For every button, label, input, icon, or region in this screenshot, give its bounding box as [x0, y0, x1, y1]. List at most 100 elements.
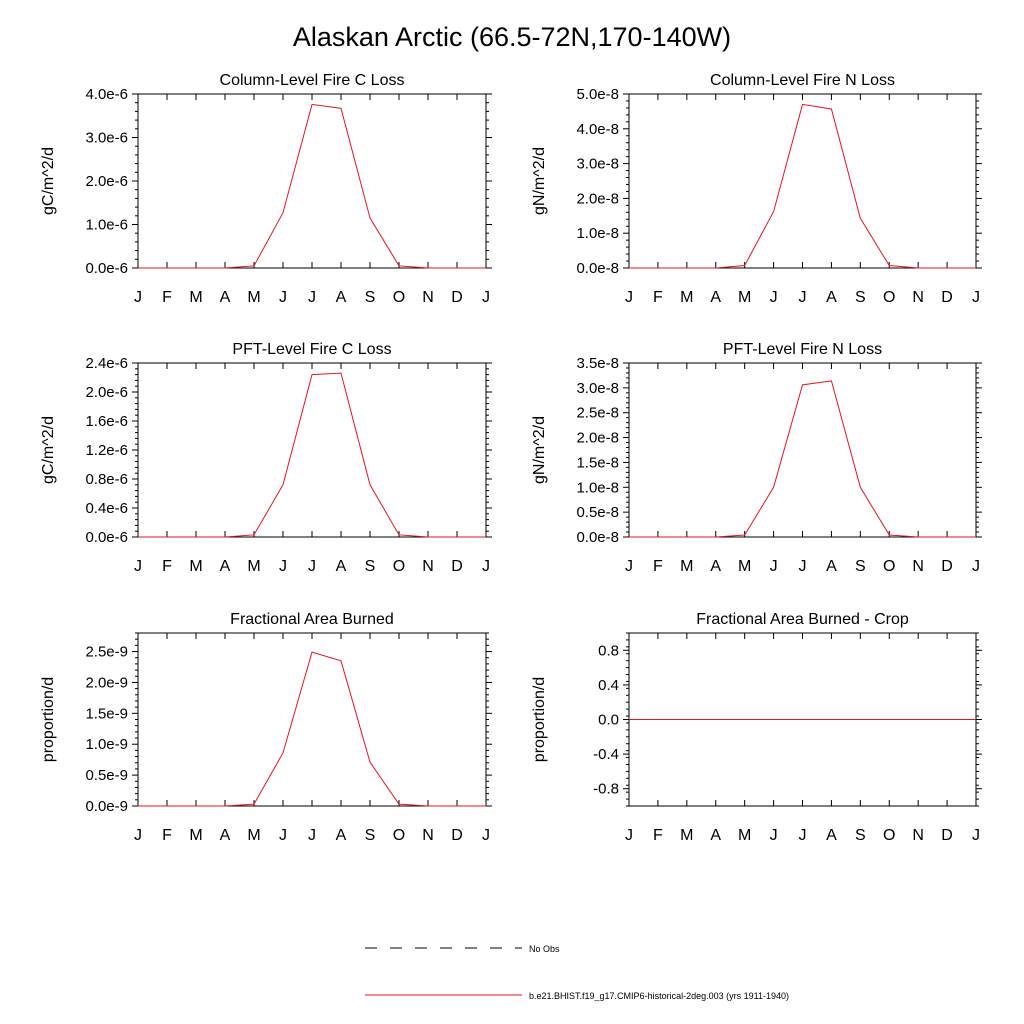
- y-tick-label: 0.0: [598, 712, 619, 729]
- x-tick-label: S: [365, 827, 376, 844]
- x-tick-label: J: [799, 827, 807, 844]
- x-tick-label: O: [883, 289, 895, 306]
- x-tick-label: J: [482, 289, 490, 306]
- y-tick-label: 2.0e-6: [85, 384, 128, 401]
- x-tick-label: N: [422, 289, 434, 306]
- x-tick-label: N: [422, 827, 434, 844]
- x-tick-label: F: [653, 827, 663, 844]
- y-tick-label: 2.0e-8: [576, 190, 619, 207]
- x-tick-label: M: [247, 827, 260, 844]
- y-tick-label: 1.0e-8: [576, 479, 619, 496]
- x-tick-label: A: [336, 827, 347, 844]
- x-tick-label: M: [189, 558, 202, 575]
- x-tick-label: S: [855, 827, 866, 844]
- y-axis-label: proportion/d: [40, 677, 57, 762]
- x-tick-label: S: [855, 289, 866, 306]
- x-tick-label: S: [855, 558, 866, 575]
- x-tick-label: J: [972, 289, 980, 306]
- chart-title: Column-Level Fire C Loss: [220, 72, 405, 89]
- y-tick-label: 1.2e-6: [85, 442, 128, 459]
- x-tick-label: D: [451, 827, 463, 844]
- y-tick-label: 1.0e-9: [85, 736, 128, 753]
- x-tick-label: J: [972, 558, 980, 575]
- y-tick-label: 1.5e-8: [576, 454, 619, 471]
- x-tick-label: J: [770, 558, 778, 575]
- legend-obs-label: No Obs: [529, 944, 560, 954]
- y-tick-label: 0.8: [598, 642, 619, 659]
- x-tick-label: A: [710, 827, 721, 844]
- y-tick-label: -0.4: [593, 746, 619, 763]
- plot-frame: [628, 362, 977, 538]
- x-tick-label: J: [279, 289, 287, 306]
- x-tick-label: M: [738, 827, 751, 844]
- x-tick-label: O: [883, 558, 895, 575]
- x-tick-label: M: [680, 827, 693, 844]
- x-tick-label: J: [625, 558, 633, 575]
- y-tick-label: 1.5e-9: [85, 705, 128, 722]
- x-tick-label: J: [625, 289, 633, 306]
- x-tick-label: A: [826, 558, 837, 575]
- page-title: Alaskan Arctic (66.5-72N,170-140W): [292, 22, 732, 52]
- x-tick-label: J: [482, 558, 490, 575]
- y-axis-label: gN/m^2/d: [531, 416, 548, 484]
- y-tick-label: 2.0e-9: [85, 674, 128, 691]
- x-tick-label: J: [134, 289, 142, 306]
- series-line-model: [629, 103, 976, 269]
- legend-model-label: b.e21.BHIST.f19_g17.CMIP6-historical-2de…: [529, 991, 789, 1001]
- chart-title: Column-Level Fire N Loss: [710, 72, 895, 89]
- x-tick-label: J: [482, 827, 490, 844]
- x-tick-label: O: [393, 289, 405, 306]
- x-tick-label: D: [941, 558, 953, 575]
- x-tick-label: N: [912, 827, 924, 844]
- x-tick-label: M: [738, 558, 751, 575]
- x-tick-label: A: [710, 558, 721, 575]
- x-tick-label: J: [799, 289, 807, 306]
- y-tick-label: -0.8: [593, 781, 619, 798]
- x-tick-label: J: [770, 827, 778, 844]
- y-tick-label: 0.4e-6: [85, 500, 128, 517]
- y-tick-label: 3.5e-8: [576, 355, 619, 372]
- x-tick-label: J: [308, 289, 316, 306]
- x-tick-label: J: [799, 558, 807, 575]
- x-tick-label: N: [912, 558, 924, 575]
- x-tick-label: F: [653, 289, 663, 306]
- y-axis-label: proportion/d: [531, 677, 548, 762]
- y-tick-label: 3.0e-8: [576, 156, 619, 173]
- x-tick-label: D: [451, 289, 463, 306]
- x-tick-label: A: [220, 558, 231, 575]
- x-tick-label: D: [941, 289, 953, 306]
- y-tick-label: 2.0e-6: [85, 173, 128, 190]
- series-line-model: [138, 372, 486, 538]
- x-tick-label: M: [189, 827, 202, 844]
- x-tick-label: J: [770, 289, 778, 306]
- x-tick-label: A: [336, 558, 347, 575]
- x-tick-label: N: [912, 289, 924, 306]
- series-line-model: [629, 380, 976, 538]
- x-tick-label: S: [365, 558, 376, 575]
- x-tick-label: M: [680, 289, 693, 306]
- x-tick-label: D: [451, 558, 463, 575]
- x-tick-label: D: [941, 827, 953, 844]
- y-tick-label: 0.5e-9: [85, 767, 128, 784]
- plot-frame: [628, 93, 977, 269]
- y-tick-label: 2.4e-6: [85, 355, 128, 372]
- x-tick-label: J: [625, 827, 633, 844]
- y-axis-label: gC/m^2/d: [40, 416, 57, 484]
- chart-title: PFT-Level Fire N Loss: [723, 341, 882, 358]
- y-tick-label: 2.0e-8: [576, 430, 619, 447]
- y-tick-label: 4.0e-6: [85, 86, 128, 103]
- x-tick-label: M: [247, 289, 260, 306]
- x-tick-label: F: [162, 827, 172, 844]
- chart-title: Fractional Area Burned - Crop: [696, 611, 909, 628]
- x-tick-label: A: [826, 827, 837, 844]
- x-tick-label: S: [365, 289, 376, 306]
- x-tick-label: F: [162, 289, 172, 306]
- x-tick-label: N: [422, 558, 434, 575]
- y-axis-label: gC/m^2/d: [40, 147, 57, 215]
- x-tick-label: F: [653, 558, 663, 575]
- x-tick-label: O: [883, 827, 895, 844]
